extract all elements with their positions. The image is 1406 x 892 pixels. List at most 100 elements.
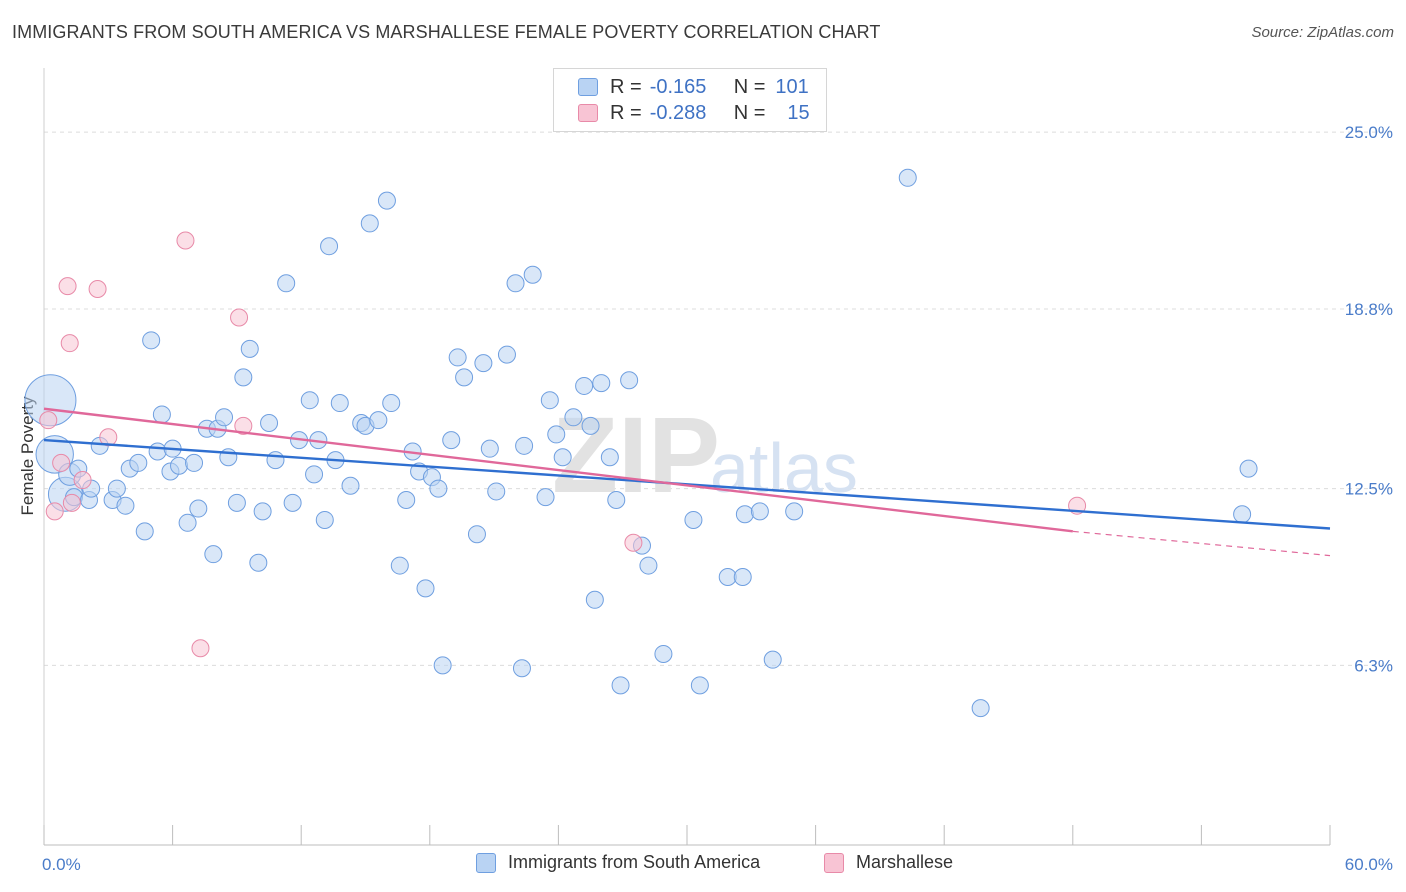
y-tick-label: 12.5% — [1345, 480, 1393, 499]
data-point — [733, 567, 752, 586]
data-point — [624, 533, 643, 552]
data-point — [185, 453, 204, 472]
legend-n-value: 15 — [787, 101, 810, 124]
y-tick-label: 6.3% — [1354, 656, 1393, 675]
data-point — [88, 279, 107, 298]
data-point — [536, 488, 555, 507]
data-point — [607, 490, 626, 509]
data-point — [60, 334, 79, 353]
data-point — [360, 214, 379, 233]
correlation-legend: R = -0.165 N = 101 R = -0.288 N = 15 — [553, 68, 827, 132]
series-marshallese — [39, 231, 1087, 658]
data-point — [523, 265, 542, 284]
data-point — [377, 191, 396, 210]
legend-item-south-america[interactable]: Immigrants from South America — [476, 852, 760, 873]
grid-lines — [44, 131, 1392, 666]
data-point — [191, 639, 210, 658]
data-point — [397, 490, 416, 509]
data-point — [266, 451, 285, 470]
legend-item-marshallese[interactable]: Marshallese — [824, 852, 953, 873]
data-point — [227, 493, 246, 512]
data-point — [497, 345, 516, 364]
y-tick-label: 18.8% — [1345, 300, 1393, 319]
legend-swatch-pink — [578, 104, 598, 122]
data-point — [142, 331, 161, 350]
series-legend: Immigrants from South America Marshalles… — [0, 852, 1406, 878]
data-point — [455, 368, 474, 387]
data-point — [176, 231, 195, 250]
legend-swatch-blue — [476, 852, 496, 873]
data-point — [73, 471, 92, 490]
data-point — [234, 416, 253, 435]
data-point — [135, 522, 154, 541]
data-point — [480, 439, 499, 458]
data-point — [611, 676, 630, 695]
legend-swatch-blue — [578, 78, 598, 96]
chart-title: IMMIGRANTS FROM SOUTH AMERICA VS MARSHAL… — [12, 22, 881, 42]
data-point — [429, 479, 448, 498]
data-point — [506, 274, 525, 293]
data-point — [330, 394, 349, 413]
data-point — [553, 448, 572, 467]
data-point — [107, 479, 126, 498]
data-point — [148, 442, 167, 461]
data-point — [585, 590, 604, 609]
data-point — [433, 656, 452, 675]
data-point — [540, 391, 559, 410]
data-point — [320, 237, 339, 256]
data-point — [300, 391, 319, 410]
data-point — [99, 428, 118, 447]
data-point — [283, 493, 302, 512]
watermark: ZIP atlas — [552, 394, 858, 515]
legend-n-label: N = — [733, 75, 766, 98]
data-point — [474, 354, 493, 373]
data-point — [39, 411, 58, 430]
data-point — [215, 408, 234, 427]
data-point — [512, 659, 531, 678]
data-point — [178, 513, 197, 532]
legend-swatch-pink — [824, 852, 844, 873]
data-point — [253, 502, 272, 521]
data-point — [971, 699, 990, 718]
data-point — [639, 556, 658, 575]
x-tick-label: 0.0% — [42, 855, 81, 874]
data-point — [581, 416, 600, 435]
legend-row-marshallese: R = -0.288 N = 15 — [578, 101, 810, 125]
points-layer — [24, 168, 1258, 718]
data-point — [58, 277, 77, 296]
y-tick-labels: 6.3% 12.5% 18.8% 25.0% — [1345, 123, 1393, 675]
trend-line-extension — [1072, 530, 1331, 557]
data-point — [341, 476, 360, 495]
legend-item-label: Marshallese — [856, 852, 954, 872]
y-tick-label: 25.0% — [1345, 123, 1393, 142]
data-point — [515, 436, 534, 455]
data-point — [898, 168, 917, 187]
legend-r-label: R = — [610, 101, 642, 124]
data-point — [600, 448, 619, 467]
data-point — [592, 374, 611, 393]
data-point — [785, 502, 804, 521]
data-point — [170, 456, 189, 475]
trend-lines — [43, 407, 1331, 557]
data-point — [750, 502, 769, 521]
data-point — [129, 453, 148, 472]
data-point — [249, 553, 268, 572]
data-point — [763, 650, 782, 669]
data-point — [684, 510, 703, 529]
data-point — [690, 676, 709, 695]
data-point — [240, 339, 259, 358]
legend-n-label: N = — [733, 101, 766, 124]
data-point — [260, 414, 279, 433]
data-point — [305, 465, 324, 484]
data-point — [487, 482, 506, 501]
data-point — [564, 408, 583, 427]
source-label: Source: ZipAtlas.com — [1251, 24, 1394, 41]
data-point — [45, 502, 64, 521]
data-point — [1239, 459, 1258, 478]
data-point — [369, 411, 388, 430]
data-point — [52, 453, 71, 472]
data-point — [718, 567, 737, 586]
data-point — [315, 510, 334, 529]
data-point — [654, 644, 673, 663]
